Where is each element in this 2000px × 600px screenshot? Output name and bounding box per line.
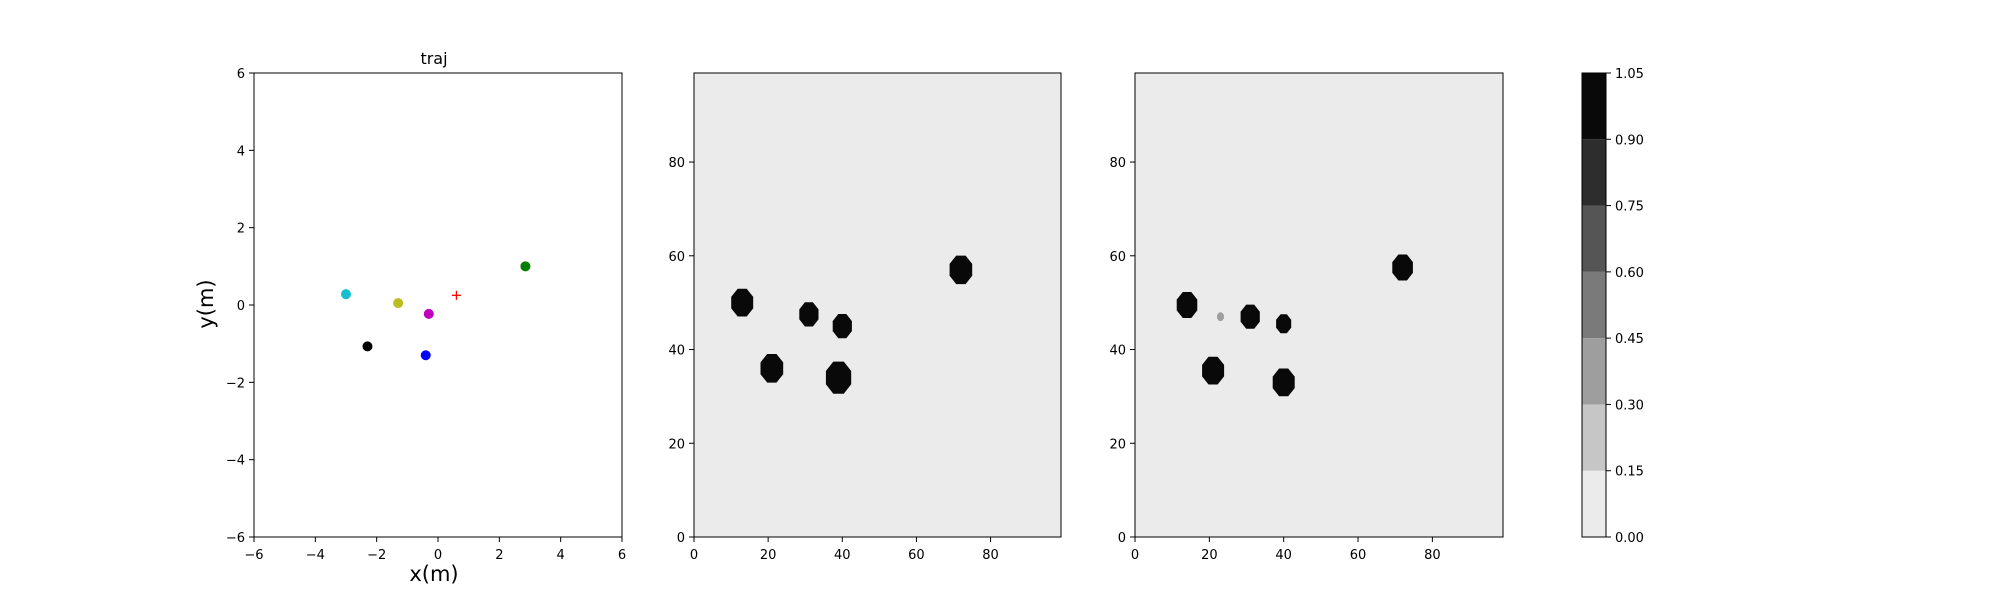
- colorbar-segment: [1582, 271, 1606, 339]
- traj-plot-y-tick-label: 4: [237, 144, 245, 159]
- occupancy-map-2-blob: [1176, 292, 1198, 318]
- colorbar-tick-label: 0.90: [1615, 133, 1644, 148]
- occupancy-map-2-blob: [1202, 356, 1225, 385]
- traj-plot: traj x(m) y(m) −6 −4 −2 0 2 4 6 −6 −4 −2 0 2 4 6: [194, 49, 626, 586]
- traj-plot-y-tick-label: 6: [237, 67, 245, 82]
- traj-plot-title: traj: [420, 49, 447, 68]
- occupancy-map-2-axes: 0 20 40 60 80 0 20 40 60 80: [1109, 72, 1504, 563]
- occupancy-map-1-x-tick-label: 80: [982, 548, 999, 563]
- traj-plot-background: [254, 73, 622, 537]
- traj-point: [420, 350, 431, 361]
- colorbar-tick-label: 0.60: [1615, 266, 1644, 281]
- occupancy-map-2-x-tick-label: 20: [1201, 548, 1218, 563]
- occupancy-map-2-cells: [1135, 73, 1503, 537]
- occupancy-map-2-y-tick-label: 40: [1109, 344, 1126, 359]
- traj-plot-x-axis-label: x(m): [409, 562, 458, 586]
- occupancy-map-1-x-tick-label: 60: [908, 548, 925, 563]
- traj-plot-x-tick-label: −4: [306, 548, 325, 563]
- occupancy-map-1-y-tick-label: 20: [668, 437, 685, 452]
- colorbar-segment: [1582, 139, 1606, 206]
- traj-plot-y-tick-label: −4: [226, 454, 245, 469]
- traj-plot-x-tick-label: −6: [244, 548, 263, 563]
- occupancy-map-2-y-tick-label: 20: [1109, 437, 1126, 452]
- occupancy-map-1-blob: [949, 255, 973, 285]
- colorbar-tick-label: 0.30: [1615, 398, 1644, 413]
- colorbar-tick-label: 0.15: [1615, 465, 1644, 480]
- colorbar-frame: [1581, 72, 1607, 538]
- occupancy-map-1-blob: [799, 302, 819, 327]
- traj-plot-x-tick-label: 6: [618, 548, 626, 563]
- colorbar-segment: [1582, 205, 1606, 272]
- occupancy-map-2-x-tick-label: 60: [1350, 548, 1367, 563]
- traj-point: [362, 341, 373, 352]
- occupancy-map-2-blob: [1240, 304, 1260, 329]
- occupancy-map-2: 0 20 40 60 80 0 20 40 60 80: [1109, 72, 1504, 563]
- occupancy-map-1-cells: [694, 73, 1061, 537]
- colorbar-segment: [1582, 470, 1606, 537]
- occupancy-map-1-x-tick-label: 20: [760, 548, 777, 563]
- occupancy-map-2-blob: [1217, 312, 1224, 321]
- occupancy-map-1-blob: [760, 354, 784, 383]
- occupancy-map-1-x-tick-label: 40: [834, 548, 851, 563]
- traj-plot-x-tick-label: 2: [495, 548, 503, 563]
- occupancy-map-2-blob: [1272, 368, 1295, 397]
- occupancy-map-1-blob: [832, 314, 852, 339]
- occupancy-map-2-y-tick-label: 80: [1109, 156, 1126, 171]
- occupancy-map-1-x-tick-label: 0: [690, 548, 698, 563]
- traj-plot-x-tick-label: 0: [434, 548, 442, 563]
- traj-plot-x-tick-label: 4: [557, 548, 565, 563]
- traj-plot-marks: [254, 73, 622, 537]
- occupancy-map-1-frame: [693, 72, 1062, 538]
- occupancy-map-1-y-tick-label: 80: [668, 156, 685, 171]
- colorbar: 0.00 0.15 0.30 0.45 0.60 0.75 0.90 1.05: [1581, 67, 1644, 546]
- occupancy-map-2-y-tick-label: 0: [1118, 531, 1126, 546]
- traj-plot-y-tick-label: −2: [226, 376, 245, 391]
- occupancy-map-1-axes: 0 20 40 60 80 0 20 40 60 80: [668, 72, 1062, 563]
- occupancy-map-1-y-tick-label: 0: [677, 531, 685, 546]
- traj-goal-marker: [451, 290, 461, 300]
- occupancy-map-1-blob: [825, 361, 852, 394]
- occupancy-map-2-blob: [1276, 314, 1292, 334]
- occupancy-map-2-x-tick-label: 0: [1131, 548, 1139, 563]
- traj-plot-axes: −6 −4 −2 0 2 4 6 −6 −4 −2 0 2 4 6: [226, 67, 626, 563]
- colorbar-segment: [1582, 338, 1606, 405]
- traj-point: [423, 308, 434, 319]
- traj-point: [393, 298, 404, 309]
- colorbar-segment: [1582, 404, 1606, 471]
- occupancy-map-2-x-tick-label: 40: [1275, 548, 1292, 563]
- colorbar-tick-label: 1.05: [1615, 67, 1644, 82]
- occupancy-map-2-blob: [1392, 254, 1413, 281]
- colorbar-segment: [1582, 73, 1606, 140]
- traj-plot-y-axis-label: y(m): [194, 279, 218, 328]
- colorbar-tick-label: 0.00: [1615, 531, 1644, 546]
- traj-point: [520, 261, 531, 272]
- occupancy-map-1-background: [694, 73, 1061, 537]
- traj-plot-y-tick-label: −6: [226, 531, 245, 546]
- traj-plot-x-tick-label: −2: [367, 548, 386, 563]
- colorbar-tick-label: 0.75: [1615, 200, 1644, 215]
- traj-plot-y-tick-label: 0: [237, 299, 245, 314]
- occupancy-map-1-y-tick-label: 60: [668, 250, 685, 265]
- occupancy-map-2-y-tick-label: 60: [1109, 250, 1126, 265]
- colorbar-tick-label: 0.45: [1615, 332, 1644, 347]
- traj-point: [341, 289, 351, 300]
- occupancy-map-2-x-tick-label: 80: [1424, 548, 1441, 563]
- occupancy-map-2-frame: [1134, 72, 1504, 538]
- occupancy-map-1-y-tick-label: 40: [668, 344, 685, 359]
- traj-plot-y-tick-label: 2: [237, 222, 245, 237]
- occupancy-map-1: 0 20 40 60 80 0 20 40 60 80: [668, 72, 1062, 563]
- occupancy-map-1-blob: [731, 288, 754, 317]
